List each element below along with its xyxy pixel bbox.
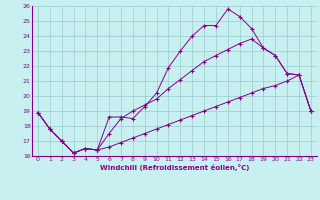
X-axis label: Windchill (Refroidissement éolien,°C): Windchill (Refroidissement éolien,°C): [100, 164, 249, 171]
